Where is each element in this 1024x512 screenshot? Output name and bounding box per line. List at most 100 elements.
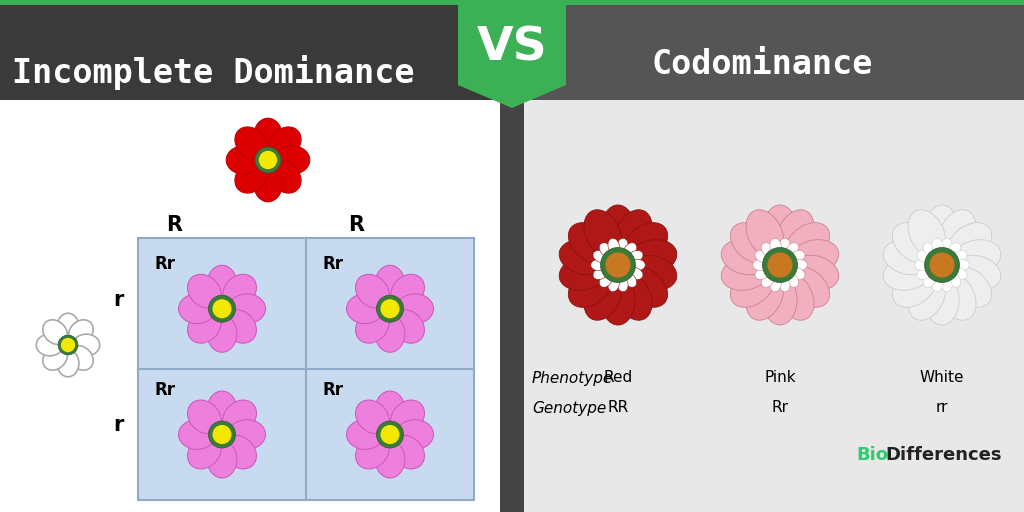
- Ellipse shape: [792, 260, 807, 271]
- Circle shape: [213, 300, 230, 317]
- Ellipse shape: [730, 266, 775, 307]
- Ellipse shape: [753, 260, 768, 271]
- Text: R: R: [348, 215, 364, 235]
- Ellipse shape: [601, 205, 635, 255]
- Text: RR: RR: [607, 400, 629, 416]
- Ellipse shape: [790, 255, 839, 290]
- Text: Rr: Rr: [323, 381, 344, 399]
- Ellipse shape: [947, 266, 991, 307]
- Ellipse shape: [785, 266, 829, 307]
- Ellipse shape: [568, 223, 613, 264]
- Circle shape: [58, 335, 78, 355]
- Ellipse shape: [770, 238, 781, 253]
- Ellipse shape: [941, 276, 952, 292]
- Ellipse shape: [599, 273, 612, 287]
- Ellipse shape: [892, 266, 937, 307]
- Circle shape: [768, 253, 792, 277]
- Ellipse shape: [226, 146, 262, 174]
- Ellipse shape: [791, 250, 805, 263]
- Ellipse shape: [593, 250, 607, 263]
- Ellipse shape: [187, 435, 221, 469]
- Ellipse shape: [761, 243, 774, 257]
- Ellipse shape: [346, 420, 384, 450]
- Ellipse shape: [223, 435, 256, 469]
- Bar: [524, 100, 1024, 512]
- Ellipse shape: [746, 273, 783, 321]
- Ellipse shape: [608, 238, 620, 253]
- Text: Rr: Rr: [155, 255, 176, 273]
- Ellipse shape: [938, 210, 976, 257]
- Ellipse shape: [624, 273, 637, 287]
- Circle shape: [377, 295, 403, 322]
- Ellipse shape: [601, 275, 635, 325]
- Ellipse shape: [776, 210, 814, 257]
- Ellipse shape: [69, 346, 93, 370]
- Ellipse shape: [355, 274, 389, 308]
- Ellipse shape: [925, 205, 959, 255]
- Ellipse shape: [914, 260, 930, 271]
- Text: Bio: Bio: [856, 446, 888, 464]
- Bar: [0, 100, 500, 512]
- Ellipse shape: [721, 255, 771, 290]
- Ellipse shape: [355, 310, 389, 343]
- Ellipse shape: [908, 210, 945, 257]
- Ellipse shape: [892, 223, 937, 264]
- Ellipse shape: [223, 274, 256, 308]
- Text: rr: rr: [936, 400, 948, 416]
- Bar: [138, 238, 474, 500]
- Ellipse shape: [36, 334, 63, 356]
- Circle shape: [925, 247, 959, 283]
- Circle shape: [255, 147, 281, 173]
- Text: Codominance: Codominance: [651, 49, 872, 81]
- Ellipse shape: [187, 274, 221, 308]
- Ellipse shape: [785, 243, 799, 257]
- Ellipse shape: [391, 400, 425, 434]
- Ellipse shape: [614, 210, 652, 257]
- Ellipse shape: [778, 276, 791, 292]
- Text: Phenotype: Phenotype: [532, 371, 613, 386]
- Text: Rr: Rr: [323, 255, 344, 273]
- Ellipse shape: [730, 223, 775, 264]
- Ellipse shape: [924, 243, 936, 257]
- Ellipse shape: [951, 255, 1000, 290]
- Ellipse shape: [43, 320, 68, 345]
- Ellipse shape: [932, 276, 943, 292]
- Ellipse shape: [228, 294, 265, 324]
- Ellipse shape: [763, 275, 797, 325]
- Ellipse shape: [391, 274, 425, 308]
- Ellipse shape: [916, 267, 932, 280]
- Ellipse shape: [761, 273, 774, 287]
- Circle shape: [213, 425, 230, 443]
- Ellipse shape: [187, 400, 221, 434]
- Ellipse shape: [57, 350, 79, 377]
- Ellipse shape: [883, 255, 933, 290]
- Ellipse shape: [623, 223, 668, 264]
- Text: Differences: Differences: [885, 446, 1001, 464]
- Ellipse shape: [624, 243, 637, 257]
- Ellipse shape: [234, 127, 267, 159]
- Ellipse shape: [355, 435, 389, 469]
- Ellipse shape: [234, 161, 267, 193]
- Ellipse shape: [396, 420, 433, 450]
- Ellipse shape: [584, 273, 622, 321]
- Text: VS: VS: [476, 26, 548, 71]
- Ellipse shape: [883, 240, 933, 275]
- Ellipse shape: [591, 260, 606, 271]
- Text: r: r: [113, 415, 123, 435]
- Ellipse shape: [763, 205, 797, 255]
- Text: Incomplete Dominance: Incomplete Dominance: [12, 54, 415, 90]
- Ellipse shape: [770, 276, 781, 292]
- Circle shape: [381, 300, 398, 317]
- Ellipse shape: [228, 420, 265, 450]
- Ellipse shape: [274, 146, 310, 174]
- Ellipse shape: [790, 240, 839, 275]
- Ellipse shape: [375, 391, 404, 428]
- Ellipse shape: [948, 273, 961, 287]
- Ellipse shape: [954, 260, 970, 271]
- Ellipse shape: [355, 400, 389, 434]
- Ellipse shape: [254, 118, 283, 154]
- Ellipse shape: [223, 310, 256, 343]
- Ellipse shape: [616, 276, 628, 292]
- Ellipse shape: [375, 265, 404, 302]
- Text: Rr: Rr: [155, 381, 176, 399]
